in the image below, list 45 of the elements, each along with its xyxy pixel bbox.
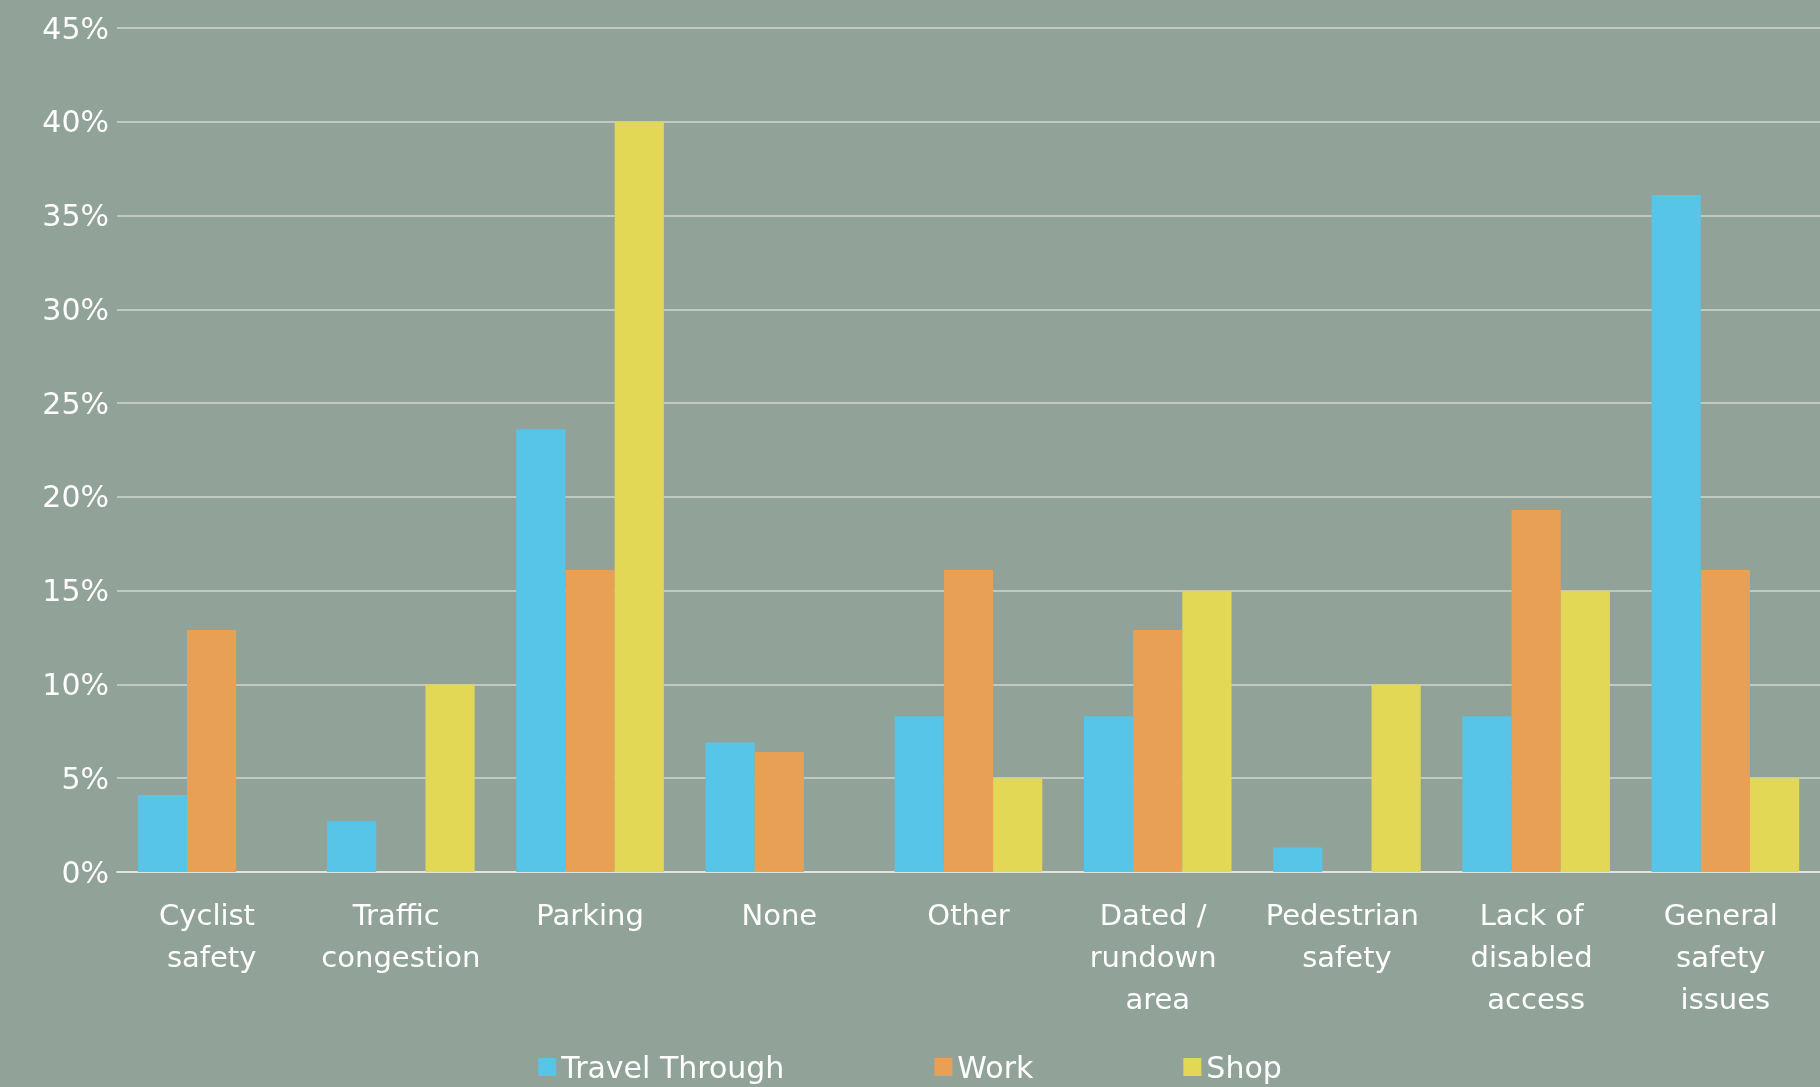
x-tick-label: General safety issues: [1663, 898, 1788, 1016]
y-tick-label: 25%: [42, 385, 109, 421]
bar: [943, 570, 994, 872]
bar: [516, 429, 566, 872]
y-tick-label: 30%: [42, 291, 109, 327]
bar: [1462, 716, 1512, 872]
bar: [327, 821, 377, 872]
bar: [894, 716, 944, 872]
x-tick-label: Other: [927, 898, 1010, 932]
legend-label: Shop: [1206, 1049, 1282, 1085]
bar: [1560, 590, 1610, 872]
bar: [137, 795, 188, 872]
bar: [1182, 590, 1232, 872]
bar: [1700, 570, 1750, 872]
y-tick-label: 10%: [42, 666, 109, 702]
bar: [425, 684, 475, 872]
y-tick-label: 15%: [42, 573, 109, 609]
y-tick-label: 45%: [42, 10, 109, 46]
bar: [705, 742, 755, 872]
x-tick-label: Dated / rundown area: [1089, 898, 1226, 1016]
x-tick-label: Cyclist safety: [159, 898, 265, 974]
bar: [1371, 684, 1421, 872]
bar: [1511, 510, 1561, 872]
bar: [1133, 630, 1183, 872]
bar: [614, 121, 664, 872]
bar: [1651, 194, 1701, 872]
bar: [1749, 778, 1800, 872]
x-tick-label: Pedestrian safety: [1265, 898, 1429, 974]
y-tick-label: 35%: [42, 198, 109, 234]
x-tick-label: Traffic congestion: [321, 898, 481, 974]
legend-label: Work: [957, 1049, 1034, 1085]
legend-label: Travel Through: [560, 1049, 785, 1085]
x-tick-label: Lack of disabled access: [1470, 898, 1602, 1016]
y-tick-label: 0%: [61, 854, 109, 890]
bar: [1273, 847, 1323, 872]
bar: [1083, 716, 1134, 872]
x-tick-label: None: [741, 898, 818, 932]
bar: [565, 570, 615, 872]
bar: [754, 751, 804, 872]
y-tick-label: 40%: [42, 104, 109, 140]
bar: [187, 630, 237, 872]
x-tick-label: Parking: [536, 898, 644, 932]
y-tick-label: 20%: [42, 479, 109, 515]
y-tick-label: 5%: [61, 760, 109, 796]
bar: [993, 778, 1043, 872]
